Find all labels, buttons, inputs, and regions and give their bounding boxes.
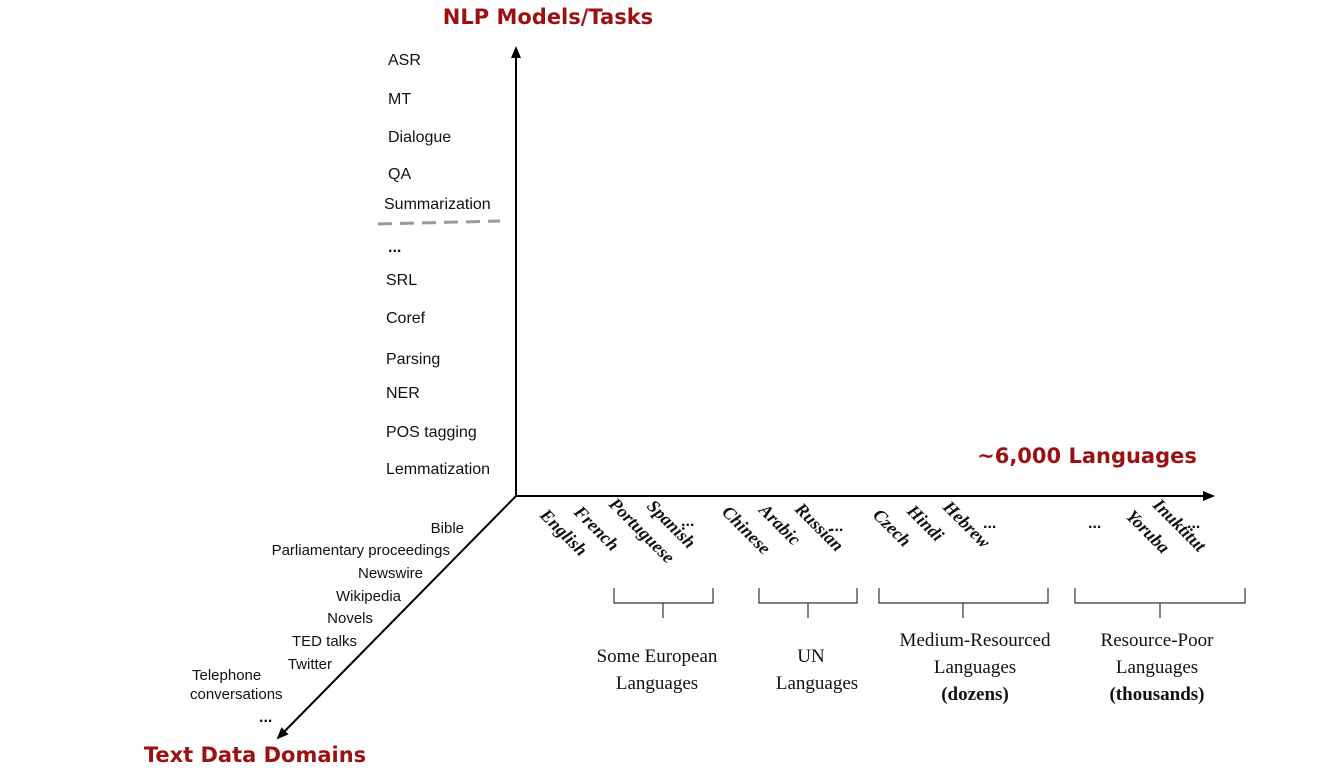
group-label: Languages	[1116, 657, 1198, 678]
task-label: Coref	[386, 310, 426, 327]
language-ellipsis: ...	[830, 518, 843, 535]
bracket-european	[613, 588, 714, 618]
domain-label: Telephone	[192, 667, 261, 684]
horizontal-axis-title: ~6,000 Languages	[977, 444, 1197, 468]
domain-label: TED talks	[292, 633, 357, 650]
group-label: Resource-Poor	[1101, 630, 1215, 651]
task-label: SRL	[386, 272, 417, 289]
task-label: POS tagging	[386, 424, 477, 441]
language-ellipsis: ...	[1088, 515, 1101, 532]
group-label: (thousands)	[1109, 684, 1204, 705]
bracket-un	[758, 588, 858, 618]
language-ellipsis: ...	[1187, 515, 1200, 532]
domain-label: Parliamentary proceedings	[272, 542, 450, 559]
task-separator	[377, 219, 501, 226]
domain-label: Wikipedia	[336, 588, 402, 605]
vertical-axis-title: NLP Models/Tasks	[443, 5, 653, 29]
domains-axis	[276, 495, 517, 740]
task-label: Summarization	[384, 196, 491, 213]
task-label: NER	[386, 385, 420, 402]
task-label: Lemmatization	[386, 461, 490, 478]
diagonal-axis-title: Text Data Domains	[144, 743, 366, 767]
language-ellipsis: ...	[983, 515, 996, 532]
task-label: Dialogue	[388, 129, 451, 146]
group-label: Languages	[776, 673, 858, 694]
domain-label: Bible	[431, 520, 464, 537]
task-label: ASR	[388, 52, 421, 69]
domain-label: ...	[259, 709, 272, 726]
domain-label: Twitter	[288, 656, 332, 673]
bracket-poor	[1074, 588, 1246, 618]
task-label: MT	[388, 91, 411, 108]
domain-label: conversations	[190, 686, 283, 703]
group-label: (dozens)	[941, 684, 1009, 705]
bracket-medium	[878, 588, 1049, 618]
domain-label: Novels	[327, 610, 373, 627]
task-label: ...	[388, 239, 401, 256]
group-label: Languages	[934, 657, 1016, 678]
domain-label: Newswire	[358, 565, 423, 582]
group-label: Medium-Resourced	[900, 630, 1051, 651]
task-label: QA	[388, 166, 411, 183]
task-label: Parsing	[386, 351, 440, 368]
group-label: UN	[797, 646, 825, 667]
group-label: Some European	[597, 646, 718, 667]
language-ellipsis: ...	[681, 513, 694, 530]
group-label: Languages	[616, 673, 698, 694]
